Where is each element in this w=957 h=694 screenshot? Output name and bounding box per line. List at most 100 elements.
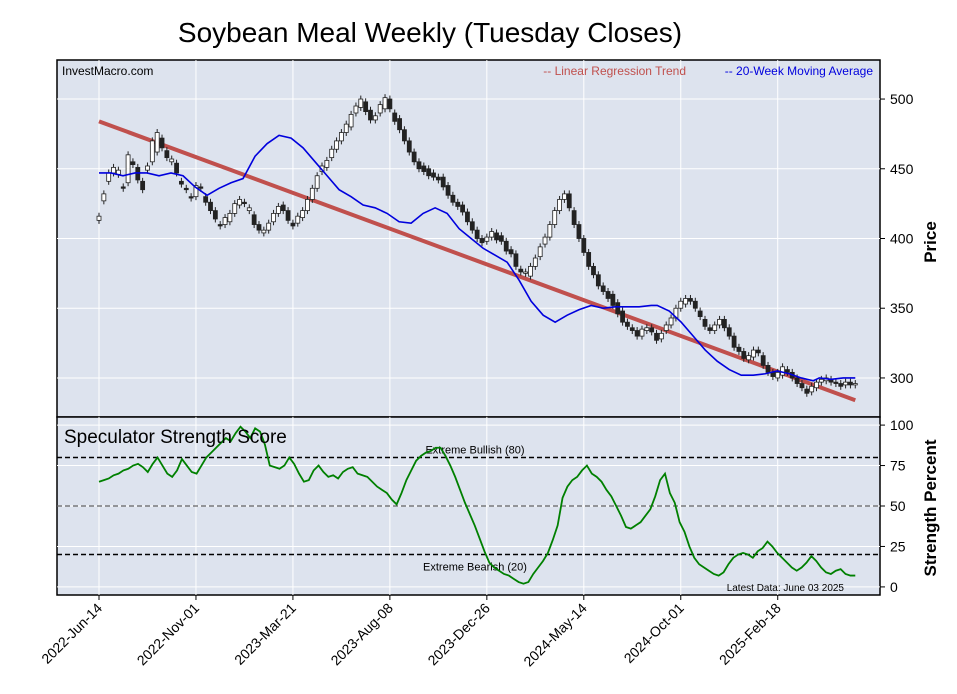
x-tick-label: 2024-May-14 xyxy=(520,600,590,670)
strength-title: Speculator Strength Score xyxy=(64,427,287,448)
candle-body xyxy=(334,140,339,150)
candle-body xyxy=(256,224,262,231)
candle-body xyxy=(421,165,427,172)
candle-body xyxy=(731,335,737,348)
strength-panel: 0 25 50 75 100 Extreme Bullish (80) Extreme … xyxy=(56,416,940,596)
candle-body xyxy=(838,383,844,387)
candle-body xyxy=(300,210,306,218)
candle-body xyxy=(814,381,819,389)
candle-body xyxy=(586,252,592,267)
candle-body xyxy=(785,369,790,373)
x-axis: 2022-Jun-14 2022-Nov-01 2023-Mar-21 2023-Au… xyxy=(38,595,784,669)
candle-body xyxy=(852,383,858,386)
candle-body xyxy=(494,232,499,241)
candle-body xyxy=(411,151,417,163)
candle-body xyxy=(717,318,722,326)
candle-body xyxy=(329,148,335,159)
price-axis-label: Price xyxy=(921,221,940,263)
candle-body xyxy=(537,246,543,258)
candle-body xyxy=(591,265,596,276)
candle-body xyxy=(794,377,800,384)
candle-body xyxy=(576,224,582,239)
candle-body xyxy=(479,238,485,244)
candle-body xyxy=(309,187,315,200)
candle-body xyxy=(140,180,146,191)
candle-body xyxy=(183,187,189,191)
candle-body xyxy=(363,101,369,112)
strength-tick-label: 50 xyxy=(890,498,906,514)
candle-body xyxy=(227,212,233,223)
candle-body xyxy=(402,129,407,142)
candle-body xyxy=(547,224,553,238)
strength-score-line xyxy=(98,425,856,585)
candle-body xyxy=(503,240,509,252)
candle-body xyxy=(212,210,218,220)
candle-body xyxy=(518,268,524,273)
candle-body xyxy=(353,105,359,114)
candle-body xyxy=(658,332,664,340)
candle-body xyxy=(222,217,228,225)
candle-body xyxy=(644,327,650,331)
candle-body xyxy=(799,383,805,389)
candle-body xyxy=(290,222,296,227)
candle-body xyxy=(416,161,422,170)
candle-body xyxy=(746,355,752,361)
candle-body xyxy=(780,366,785,376)
strength-gridlines xyxy=(57,417,880,595)
candle-body xyxy=(683,298,689,305)
candle-body xyxy=(775,371,781,379)
candle-body xyxy=(120,186,126,189)
candle-body xyxy=(605,291,611,299)
candle-body xyxy=(343,123,349,133)
chart-title: Soybean Meal Weekly (Tuesday Closes) xyxy=(178,17,682,48)
candle-body xyxy=(145,165,150,171)
price-y-axis: 300 350 400 450 500 xyxy=(880,91,914,386)
candle-body xyxy=(377,104,383,114)
candle-body xyxy=(440,176,446,188)
candle-body xyxy=(203,196,209,203)
candle-body xyxy=(692,300,698,309)
candle-body xyxy=(106,172,112,182)
candle-body xyxy=(528,265,533,277)
x-tick-label: 2025-Feb-18 xyxy=(716,600,784,668)
price-panel: 300 350 400 450 500 InvestMacro.com -- Linea… xyxy=(56,59,940,418)
candle-body xyxy=(280,204,286,212)
price-tick-label: 300 xyxy=(890,370,914,386)
x-tick-label: 2023-Aug-08 xyxy=(327,600,396,669)
candle-body xyxy=(242,201,247,205)
candle-body xyxy=(445,185,451,196)
candle-body xyxy=(702,318,708,327)
candle-body xyxy=(179,180,184,185)
candle-body xyxy=(406,140,412,153)
candle-body xyxy=(198,186,204,189)
candle-body xyxy=(169,158,175,163)
candle-body xyxy=(843,381,848,386)
candle-body xyxy=(809,385,815,393)
candle-body xyxy=(615,302,621,315)
candle-body xyxy=(532,257,538,267)
strength-tick-label: 0 xyxy=(890,579,898,595)
candle-body xyxy=(382,97,388,110)
candle-body xyxy=(552,210,558,225)
candle-body xyxy=(513,253,519,267)
candle-body xyxy=(295,215,301,224)
candle-body xyxy=(833,381,839,384)
candle-body xyxy=(571,210,577,225)
x-tick-label: 2024-Oct-01 xyxy=(621,600,687,666)
candle-body xyxy=(654,332,659,341)
candle-body xyxy=(392,112,398,122)
candle-body xyxy=(600,285,606,292)
candle-body xyxy=(629,327,635,331)
watermark: InvestMacro.com xyxy=(62,64,153,78)
candle-body xyxy=(314,175,320,189)
candle-body xyxy=(164,150,170,159)
extreme-bullish-label: Extreme Bullish (80) xyxy=(425,444,524,456)
strength-y-axis: 0 25 50 75 100 xyxy=(880,417,914,595)
price-gridlines xyxy=(57,60,880,417)
candle-body xyxy=(348,113,354,128)
x-tick-label: 2022-Nov-01 xyxy=(134,600,203,669)
strength-axis-label: Strength Percent xyxy=(921,439,940,576)
candle-body xyxy=(435,176,441,181)
candle-body xyxy=(426,168,432,177)
price-tick-label: 450 xyxy=(890,161,914,177)
